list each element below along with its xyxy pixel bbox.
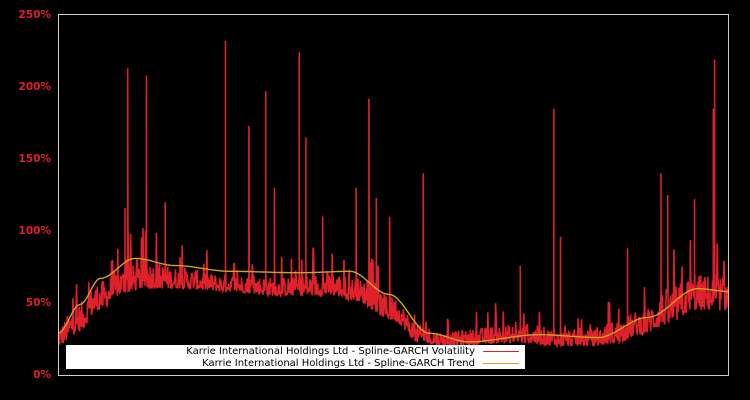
legend-label-trend: Karrie International Holdings Ltd - Spli… <box>202 357 475 369</box>
legend-swatch-trend <box>483 362 519 364</box>
y-tick-label: 200% <box>18 81 51 93</box>
y-tick-label: 250% <box>18 9 51 21</box>
plot-frame <box>58 14 729 376</box>
trend-series-line <box>57 257 728 343</box>
y-tick-label: 50% <box>25 297 51 309</box>
legend: Karrie International Holdings Ltd - Spli… <box>66 345 525 369</box>
y-tick-label: 0% <box>33 369 51 381</box>
legend-swatch-volatility <box>483 350 519 352</box>
legend-item-trend: Karrie International Holdings Ltd - Spli… <box>202 357 519 369</box>
y-tick-label: 150% <box>18 153 51 165</box>
y-tick-label: 100% <box>18 225 51 237</box>
legend-label-volatility: Karrie International Holdings Ltd - Spli… <box>186 345 475 357</box>
volatility-series-line <box>57 40 729 349</box>
legend-item-volatility: Karrie International Holdings Ltd - Spli… <box>186 345 519 357</box>
